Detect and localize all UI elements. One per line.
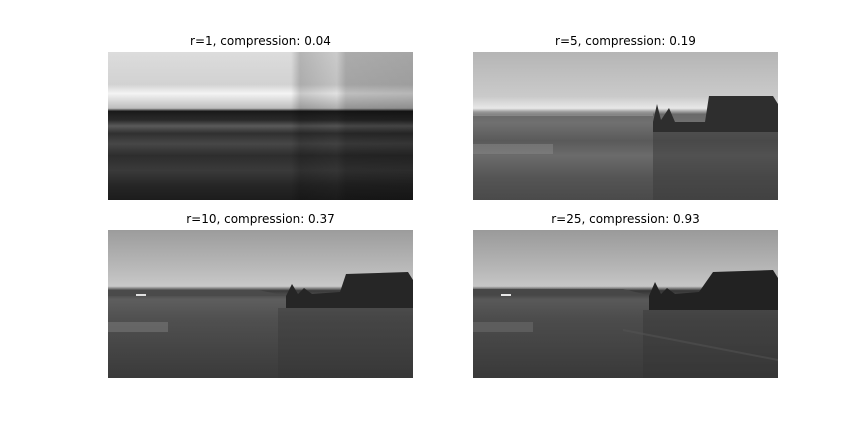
rank-25-reconstruction-image bbox=[473, 230, 778, 378]
panel-rank-25: r=25, compression: 0.93 bbox=[473, 212, 778, 378]
rank-1-reconstruction-image bbox=[108, 52, 413, 200]
panel-rank-10: r=10, compression: 0.37 bbox=[108, 212, 413, 378]
panel-rank-1: r=1, compression: 0.04 bbox=[108, 34, 413, 200]
rank-5-reconstruction-image bbox=[473, 52, 778, 200]
panel-title: r=5, compression: 0.19 bbox=[555, 34, 696, 48]
panel-title: r=25, compression: 0.93 bbox=[551, 212, 700, 226]
panel-rank-5: r=5, compression: 0.19 bbox=[473, 34, 778, 200]
rank-10-reconstruction-image bbox=[108, 230, 413, 378]
panel-title: r=10, compression: 0.37 bbox=[186, 212, 335, 226]
panel-title: r=1, compression: 0.04 bbox=[190, 34, 331, 48]
